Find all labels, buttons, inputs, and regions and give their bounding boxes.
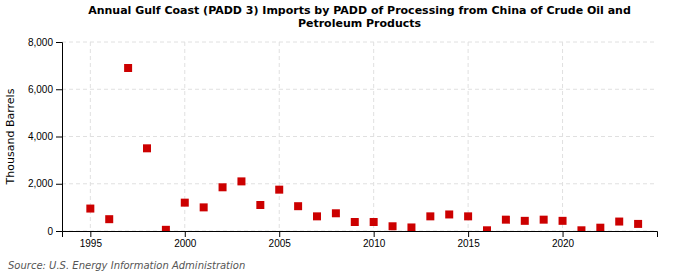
point bbox=[445, 210, 453, 218]
tick-label: 2,000 bbox=[28, 178, 53, 189]
tick: 2,000 bbox=[28, 178, 62, 189]
tick: 0 bbox=[47, 226, 62, 237]
tick: 1995 bbox=[80, 231, 103, 249]
point bbox=[370, 218, 378, 226]
grid-line bbox=[62, 136, 657, 137]
axis-line bbox=[56, 43, 63, 232]
grid-line bbox=[562, 42, 563, 231]
point bbox=[502, 216, 510, 224]
point bbox=[162, 226, 170, 231]
tick-mark bbox=[279, 231, 280, 237]
title: Annual Gulf Coast (PADD 3) Imports by PA… bbox=[88, 4, 631, 30]
point bbox=[596, 224, 604, 231]
tick: 4,000 bbox=[28, 131, 62, 142]
grid-line bbox=[90, 42, 91, 231]
point bbox=[143, 144, 151, 152]
point bbox=[577, 226, 585, 231]
tick: 2010 bbox=[363, 231, 386, 249]
point bbox=[389, 222, 397, 230]
point bbox=[351, 218, 359, 226]
tick-mark bbox=[56, 89, 62, 90]
point bbox=[521, 217, 529, 225]
point bbox=[634, 220, 642, 228]
chart: 1995 2000 2005 2010 2015 2020 0 2,000 4,000 6,000… bbox=[0, 0, 675, 275]
axis-line bbox=[63, 232, 658, 238]
tick-mark bbox=[563, 231, 564, 237]
tick-label: 6,000 bbox=[28, 84, 53, 95]
point bbox=[219, 183, 227, 191]
tick-label: 1995 bbox=[80, 238, 103, 249]
tick-mark bbox=[468, 231, 469, 237]
point bbox=[483, 226, 491, 231]
grid-line bbox=[279, 42, 280, 231]
grid-line bbox=[373, 42, 374, 231]
tick-label: 2020 bbox=[552, 238, 575, 249]
tick-mark bbox=[56, 42, 62, 43]
point bbox=[237, 177, 245, 185]
tick-label: 4,000 bbox=[28, 131, 53, 142]
point bbox=[86, 205, 94, 213]
point bbox=[464, 212, 472, 220]
tick-label: 2005 bbox=[269, 238, 292, 249]
grid bbox=[62, 42, 657, 231]
point bbox=[426, 212, 434, 220]
tick-mark bbox=[90, 231, 91, 237]
plot: 1995 2000 2005 2010 2015 2020 0 2,000 4,000 6,000… bbox=[28, 37, 658, 249]
point bbox=[615, 218, 623, 226]
tick-mark bbox=[374, 231, 375, 237]
x-axis: 1995 2000 2005 2010 2015 2020 bbox=[63, 231, 658, 249]
point bbox=[294, 202, 302, 210]
point bbox=[559, 217, 567, 225]
tick: 8,000 bbox=[28, 37, 62, 48]
tick-label: 2000 bbox=[174, 238, 197, 249]
tick-label: 8,000 bbox=[28, 37, 53, 48]
point bbox=[275, 186, 283, 194]
point bbox=[124, 64, 132, 72]
point bbox=[332, 209, 340, 217]
y-axis-title: Thousand Barrels bbox=[4, 88, 17, 185]
grid-line bbox=[62, 89, 657, 90]
tick-mark bbox=[56, 137, 62, 138]
grid-line bbox=[62, 183, 657, 184]
tick-mark bbox=[56, 231, 62, 232]
grid-line bbox=[468, 42, 469, 231]
annotation: Source: U.S. Energy Information Administ… bbox=[8, 260, 245, 271]
tick-mark bbox=[56, 184, 62, 185]
point bbox=[313, 212, 321, 220]
tick: 6,000 bbox=[28, 84, 62, 95]
point bbox=[105, 215, 113, 223]
tick: 2005 bbox=[269, 231, 292, 249]
point bbox=[181, 199, 189, 207]
point bbox=[540, 216, 548, 224]
tick-label: 2010 bbox=[363, 238, 386, 249]
tick-mark bbox=[185, 231, 186, 237]
tick: 2000 bbox=[174, 231, 197, 249]
points bbox=[86, 64, 642, 231]
tick-label: 2015 bbox=[457, 238, 480, 249]
point bbox=[407, 223, 415, 231]
point bbox=[256, 201, 264, 209]
point bbox=[200, 203, 208, 211]
tick-label: 0 bbox=[47, 226, 53, 237]
tick: 2020 bbox=[552, 231, 575, 249]
grid-line bbox=[62, 42, 657, 43]
y-axis: 0 2,000 4,000 6,000 8,000 bbox=[28, 37, 63, 237]
tick: 2015 bbox=[457, 231, 480, 249]
